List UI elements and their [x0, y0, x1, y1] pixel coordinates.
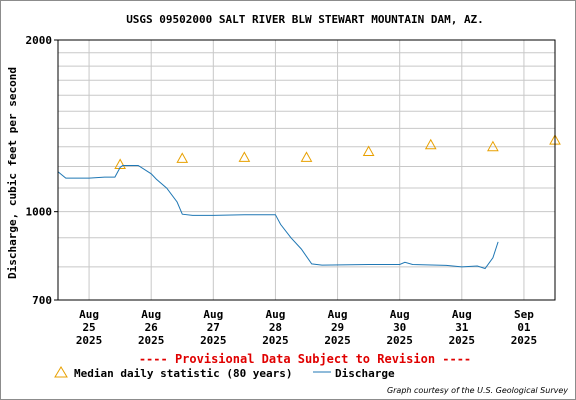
chart-title: USGS 09502000 SALT RIVER BLW STEWART MOU…: [126, 13, 484, 26]
y-tick-label: 1000: [26, 206, 53, 219]
legend-median-label: Median daily statistic (80 years): [74, 367, 293, 380]
x-tick-label: Aug: [141, 308, 161, 321]
provisional-notice: ---- Provisional Data Subject to Revisio…: [139, 352, 471, 366]
x-tick-label: 30: [393, 321, 406, 334]
x-tick-label: Aug: [266, 308, 286, 321]
x-tick-label: 31: [455, 321, 469, 334]
x-tick-label: 28: [269, 321, 282, 334]
x-tick-label: 27: [207, 321, 220, 334]
y-tick-label: 700: [32, 294, 52, 307]
grid-lines: [58, 40, 555, 300]
x-tick-label: Aug: [452, 308, 472, 321]
plot-area-border: [57, 39, 556, 301]
x-tick-label: 29: [331, 321, 344, 334]
x-tick-label: Aug: [79, 308, 99, 321]
x-tick-label: 25: [82, 321, 95, 334]
legend-median-symbol: [54, 366, 68, 378]
median-marker: [176, 152, 189, 163]
x-tick-label: Aug: [203, 308, 223, 321]
data-series: [57, 134, 561, 270]
x-tick-label: Sep: [514, 308, 534, 321]
discharge-line: [57, 165, 499, 270]
x-tick-label: 2025: [76, 334, 103, 347]
median-marker: [300, 151, 313, 162]
x-tick-label: 26: [145, 321, 159, 334]
x-tick-label: 01: [517, 321, 531, 334]
x-tick-label: 2025: [324, 334, 351, 347]
y-tick-labels: 2000 1000 700: [26, 34, 58, 307]
x-tick-label: 2025: [262, 334, 289, 347]
y-tick-label: 2000: [26, 34, 53, 47]
median-marker: [424, 138, 437, 150]
x-tick-label: 2025: [449, 334, 476, 347]
median-marker: [362, 145, 375, 156]
x-tick-label: 2025: [138, 334, 165, 347]
x-tick-labels: Aug252025Aug262025Aug272025Aug282025Aug2…: [76, 308, 537, 347]
legend-discharge-label: Discharge: [335, 367, 395, 380]
x-tick-label: 2025: [511, 334, 538, 347]
median-marker: [238, 151, 251, 162]
x-tick-label: 2025: [200, 334, 227, 347]
credit-text: Graph courtesy of the U.S. Geological Su…: [387, 386, 568, 395]
median-marker: [487, 140, 499, 152]
x-tick-label: Aug: [328, 308, 348, 321]
x-tick-label: Aug: [390, 308, 410, 321]
y-axis-label: Discharge, cubic feet per second: [6, 67, 19, 279]
x-tick-label: 2025: [386, 334, 413, 347]
